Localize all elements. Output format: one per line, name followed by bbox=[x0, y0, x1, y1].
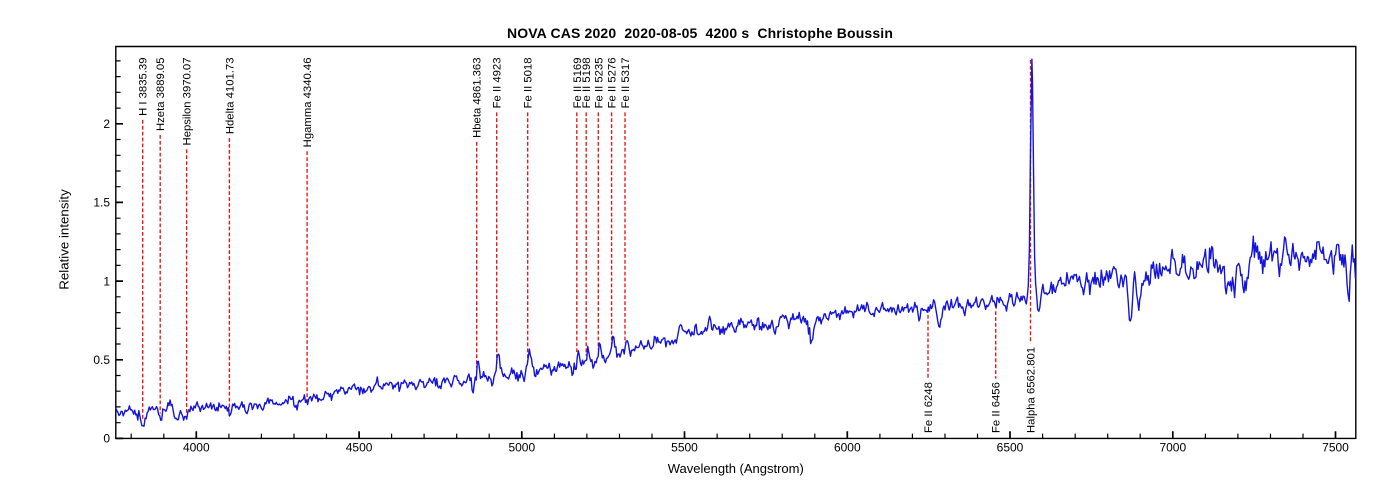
svg-text:H I 3835.39: H I 3835.39 bbox=[138, 58, 150, 116]
svg-text:Hgamma 4340.46: Hgamma 4340.46 bbox=[302, 58, 314, 148]
svg-text:Fe II 6248: Fe II 6248 bbox=[923, 382, 935, 433]
svg-text:Fe II 5169: Fe II 5169 bbox=[572, 58, 584, 109]
svg-text:5500: 5500 bbox=[671, 440, 698, 454]
svg-text:Relative intensity: Relative intensity bbox=[57, 189, 72, 290]
svg-text:0.5: 0.5 bbox=[93, 353, 110, 367]
svg-text:1: 1 bbox=[103, 274, 110, 288]
svg-text:5000: 5000 bbox=[508, 440, 535, 454]
svg-text:Fe II 5276: Fe II 5276 bbox=[607, 58, 619, 109]
svg-text:6500: 6500 bbox=[997, 440, 1024, 454]
svg-text:6000: 6000 bbox=[834, 440, 861, 454]
svg-text:Fe II 6456: Fe II 6456 bbox=[991, 382, 1003, 433]
svg-text:4000: 4000 bbox=[183, 440, 210, 454]
svg-text:Halpha 6562.801: Halpha 6562.801 bbox=[1026, 347, 1038, 433]
svg-text:NOVA CAS 2020 2020-08-05 420: NOVA CAS 2020 2020-08-05 4200 s Christop… bbox=[507, 25, 893, 41]
svg-text:Fe II 5235: Fe II 5235 bbox=[593, 58, 605, 109]
svg-text:Hzeta 3889.05: Hzeta 3889.05 bbox=[155, 58, 167, 132]
svg-text:Fe II 5018: Fe II 5018 bbox=[523, 58, 535, 109]
svg-text:0: 0 bbox=[103, 432, 110, 446]
svg-text:Fe II 5317: Fe II 5317 bbox=[620, 58, 632, 109]
svg-text:Hdelta 4101.73: Hdelta 4101.73 bbox=[224, 58, 236, 135]
svg-text:7000: 7000 bbox=[1159, 440, 1186, 454]
svg-text:7500: 7500 bbox=[1322, 440, 1349, 454]
svg-text:Fe II 4923: Fe II 4923 bbox=[492, 58, 504, 109]
svg-text:2: 2 bbox=[103, 117, 110, 131]
svg-text:Hbeta 4861.363: Hbeta 4861.363 bbox=[472, 58, 484, 138]
svg-text:1.5: 1.5 bbox=[93, 196, 110, 210]
svg-text:4500: 4500 bbox=[346, 440, 373, 454]
svg-text:Wavelength (Angstrom): Wavelength (Angstrom) bbox=[668, 461, 804, 476]
svg-text:Hepsilon 3970.07: Hepsilon 3970.07 bbox=[182, 58, 194, 146]
svg-text:Fe II 5198: Fe II 5198 bbox=[581, 58, 593, 109]
